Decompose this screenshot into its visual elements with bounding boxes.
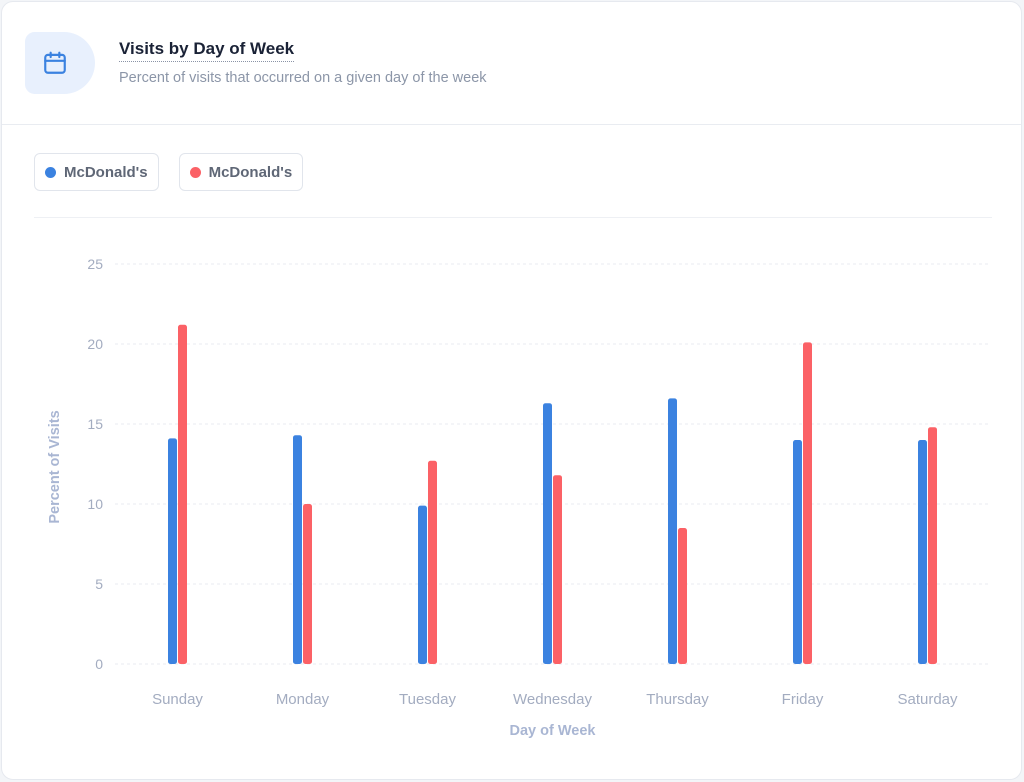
legend: McDonald's McDonald's xyxy=(34,153,304,191)
x-tick-label-saturday: Saturday xyxy=(897,691,958,708)
y-tick-label-10: 10 xyxy=(87,496,103,512)
bar-friday-series-2 xyxy=(803,342,812,664)
legend-dot-series-2 xyxy=(189,166,201,178)
y-tick-label-15: 15 xyxy=(87,416,103,432)
x-tick-label-monday: Monday xyxy=(276,691,330,708)
x-tick-label-friday: Friday xyxy=(782,691,824,708)
bar-wednesday-series-1 xyxy=(543,403,552,664)
bar-friday-series-1 xyxy=(793,440,802,664)
bar-sunday-series-2 xyxy=(178,324,187,664)
legend-label-series-1: McDonald's xyxy=(64,163,148,181)
x-tick-label-thursday: Thursday xyxy=(646,691,709,708)
bar-sunday-series-1 xyxy=(168,438,177,664)
bar-saturday-series-1 xyxy=(918,440,927,664)
y-tick-label-25: 25 xyxy=(87,256,103,272)
y-tick-label-20: 20 xyxy=(87,336,103,352)
bar-tuesday-series-2 xyxy=(428,460,437,664)
chart-title[interactable]: Visits by Day of Week xyxy=(119,39,295,62)
bar-chart: 0 5 10 15 20 25 Sunday Monday Tuesday Wednesday Th… xyxy=(47,256,990,739)
card-header: Visits by Day of Week Percent of visits … xyxy=(2,2,1021,125)
y-axis-title: Percent of Visits xyxy=(47,410,63,523)
calendar-icon xyxy=(44,51,66,74)
bar-monday-series-2 xyxy=(303,504,312,664)
bar-saturday-series-2 xyxy=(928,427,937,664)
legend-item-series-2[interactable]: McDonald's xyxy=(178,153,304,191)
legend-divider xyxy=(34,217,992,218)
x-tick-label-wednesday: Wednesday xyxy=(513,691,592,708)
bar-wednesday-series-2 xyxy=(553,475,562,664)
bar-tuesday-series-1 xyxy=(418,505,427,664)
header-icon-box xyxy=(25,32,95,94)
y-tick-label-0: 0 xyxy=(95,656,103,672)
bar-thursday-series-1 xyxy=(668,398,677,664)
legend-label-series-2: McDonald's xyxy=(208,163,293,181)
legend-item-series-1[interactable]: McDonald's xyxy=(34,153,159,191)
x-tick-label-tuesday: Tuesday xyxy=(399,691,456,708)
bar-thursday-series-2 xyxy=(678,528,687,664)
x-tick-label-sunday: Sunday xyxy=(152,691,203,708)
legend-dot-series-1 xyxy=(45,166,56,178)
chart-subtitle: Percent of visits that occurred on a giv… xyxy=(119,70,487,86)
y-tick-label-5: 5 xyxy=(95,576,103,592)
bar-monday-series-1 xyxy=(293,435,302,664)
x-axis-title: Day of Week xyxy=(510,723,597,739)
